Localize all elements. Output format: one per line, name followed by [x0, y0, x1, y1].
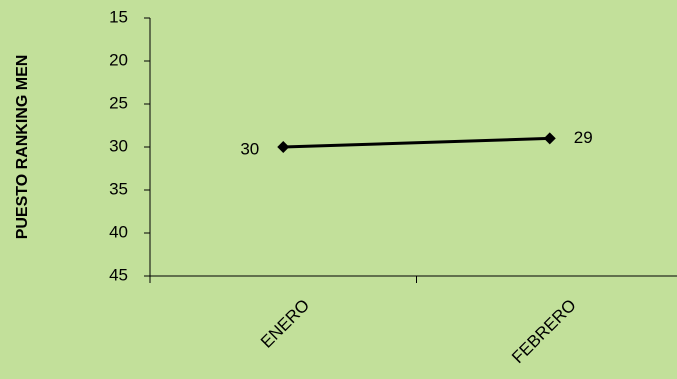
y-tick-label: 40 [109, 222, 128, 241]
marker [543, 132, 556, 145]
y-tick-label: 30 [109, 136, 128, 155]
y-tick-label: 35 [109, 179, 128, 198]
marker [277, 141, 290, 153]
y-tick-label: 20 [109, 50, 128, 69]
data-label: 30 [240, 139, 259, 158]
y-tick-label: 45 [109, 265, 128, 284]
y-tick-label: 15 [109, 7, 128, 26]
line [283, 136, 550, 149]
y-axis-label: PUESTO RANKING MEN [14, 55, 31, 240]
data-label: 29 [574, 128, 593, 147]
y-tick-label: 25 [109, 93, 128, 112]
